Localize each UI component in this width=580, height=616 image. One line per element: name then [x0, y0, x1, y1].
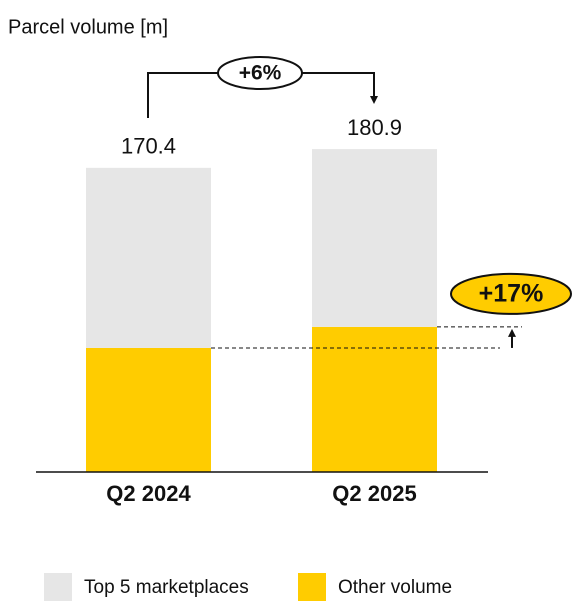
- legend-label: Top 5 marketplaces: [84, 577, 249, 598]
- legend-swatch: [298, 573, 326, 601]
- total-label: 170.4: [121, 134, 176, 159]
- x-tick-label: Q2 2025: [332, 481, 416, 506]
- bar-segment: [86, 167, 211, 348]
- legend-swatch: [44, 573, 72, 601]
- x-tick-label: Q2 2024: [106, 481, 191, 506]
- annotation: +6%: [239, 62, 282, 85]
- annotation: +17%: [479, 279, 544, 307]
- bar-segment: [86, 347, 211, 472]
- chart-title: Parcel volume [m]: [8, 16, 168, 38]
- annotation-bubble: [450, 272, 572, 315]
- bar-segment: [312, 149, 437, 327]
- total-label: 180.9: [347, 115, 402, 140]
- bar-segment: [312, 326, 437, 472]
- legend-label: Other volume: [338, 577, 452, 598]
- annotation-bubble: [217, 56, 303, 90]
